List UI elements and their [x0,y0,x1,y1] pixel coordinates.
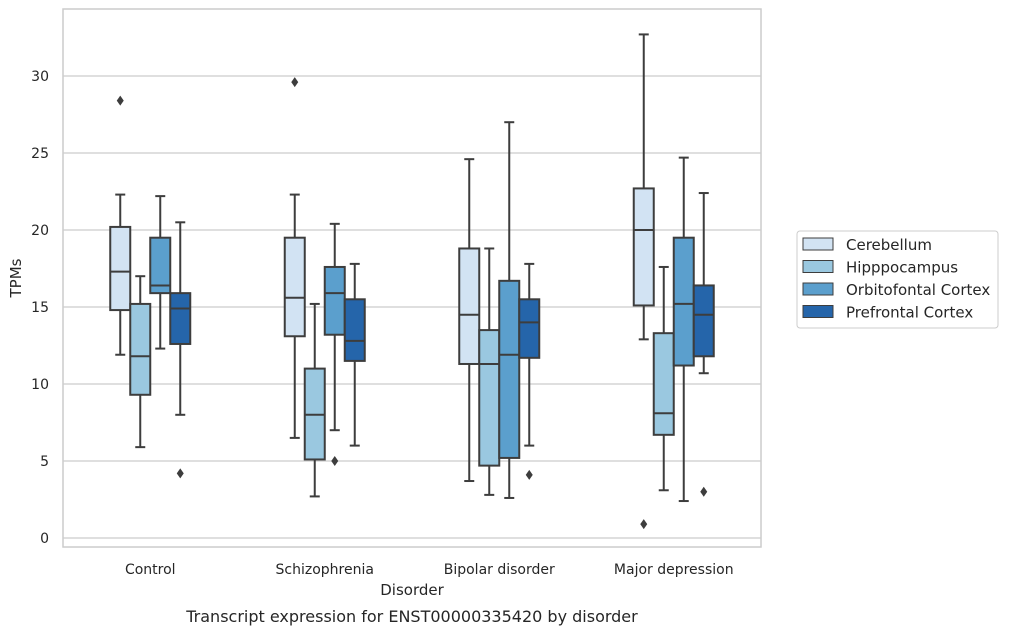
box-body [692,284,715,358]
y-tick-label: 25 [31,146,49,162]
legend-swatch [802,282,834,296]
legend: Cerebellum Hipppocampus Orbitofontal Corte… [796,230,999,329]
box-body [283,236,306,338]
y-tick-label: 10 [31,377,49,393]
box-body [323,265,346,336]
legend-label: Cerebellum [846,236,932,254]
x-tick-label: Major depression [614,562,734,578]
box-orbitofontal-cortex-1 [323,222,346,466]
y-tick-label: 20 [31,223,49,239]
y-axis-title: TPMs [7,258,25,298]
box-body [652,332,675,436]
x-axis-title: Disorder [380,581,444,599]
box-body [458,247,481,365]
x-tick-labels: Control Schizophrenia Bipolar disorder Majo… [125,562,734,578]
box-body [149,236,172,295]
x-tick-label: Schizophrenia [276,562,374,578]
chart-caption: Transcript expression for ENST0000033542… [185,607,638,626]
box-hipppocampus-2 [478,247,501,496]
y-tick-label: 30 [31,69,49,85]
outlier-point [331,456,339,466]
box-body [498,279,521,459]
box-body [518,298,541,359]
box-body [478,329,501,467]
box-cerebellum-1 [283,77,306,439]
legend-label: Orbitofontal Cortex [846,281,990,299]
box-body [109,225,132,312]
box-prefrontal-cortex-0 [169,221,192,479]
box-body [632,187,655,307]
grid-lines [63,75,761,539]
box-cerebellum-2 [458,158,481,483]
legend-label: Prefrontal Cortex [846,304,973,322]
legend-items: Cerebellum Hipppocampus Orbitofontal Corte… [802,236,990,322]
y-tick-label: 0 [40,531,49,547]
legend-swatch [802,260,834,273]
box-cerebellum-3 [632,33,655,530]
legend-frame [796,230,999,329]
box-hipppocampus-0 [129,275,152,449]
box-prefrontal-cortex-1 [343,262,366,447]
outlier-point [176,468,184,479]
box-body [129,302,152,396]
box-cerebellum-0 [109,95,132,356]
box-hipppocampus-1 [303,302,326,498]
box-prefrontal-cortex-3 [692,192,715,497]
x-tick-label: Control [125,562,176,578]
y-tick-labels: 0 5 10 15 20 25 30 [31,69,49,547]
box-body [343,298,366,362]
box-hipppocampus-3 [652,265,675,492]
outlier-point [116,95,124,106]
box-orbitofontal-cortex-3 [672,156,695,503]
outlier-point [700,486,708,497]
outlier-point [525,469,533,480]
box-layer [109,33,715,530]
box-body [672,236,695,367]
y-tick-label: 5 [40,454,49,470]
y-tick-label: 15 [31,300,49,316]
box-prefrontal-cortex-2 [518,262,541,480]
box-orbitofontal-cortex-0 [149,195,172,350]
plot-frame [62,8,762,548]
box-body [169,292,192,345]
outlier-point [291,77,299,88]
legend-swatch [802,305,834,318]
box-orbitofontal-cortex-2 [498,121,521,499]
legend-swatch [802,237,834,251]
outlier-point [640,519,648,530]
legend-label: Hipppocampus [846,259,958,277]
x-tick-label: Bipolar disorder [444,562,555,578]
